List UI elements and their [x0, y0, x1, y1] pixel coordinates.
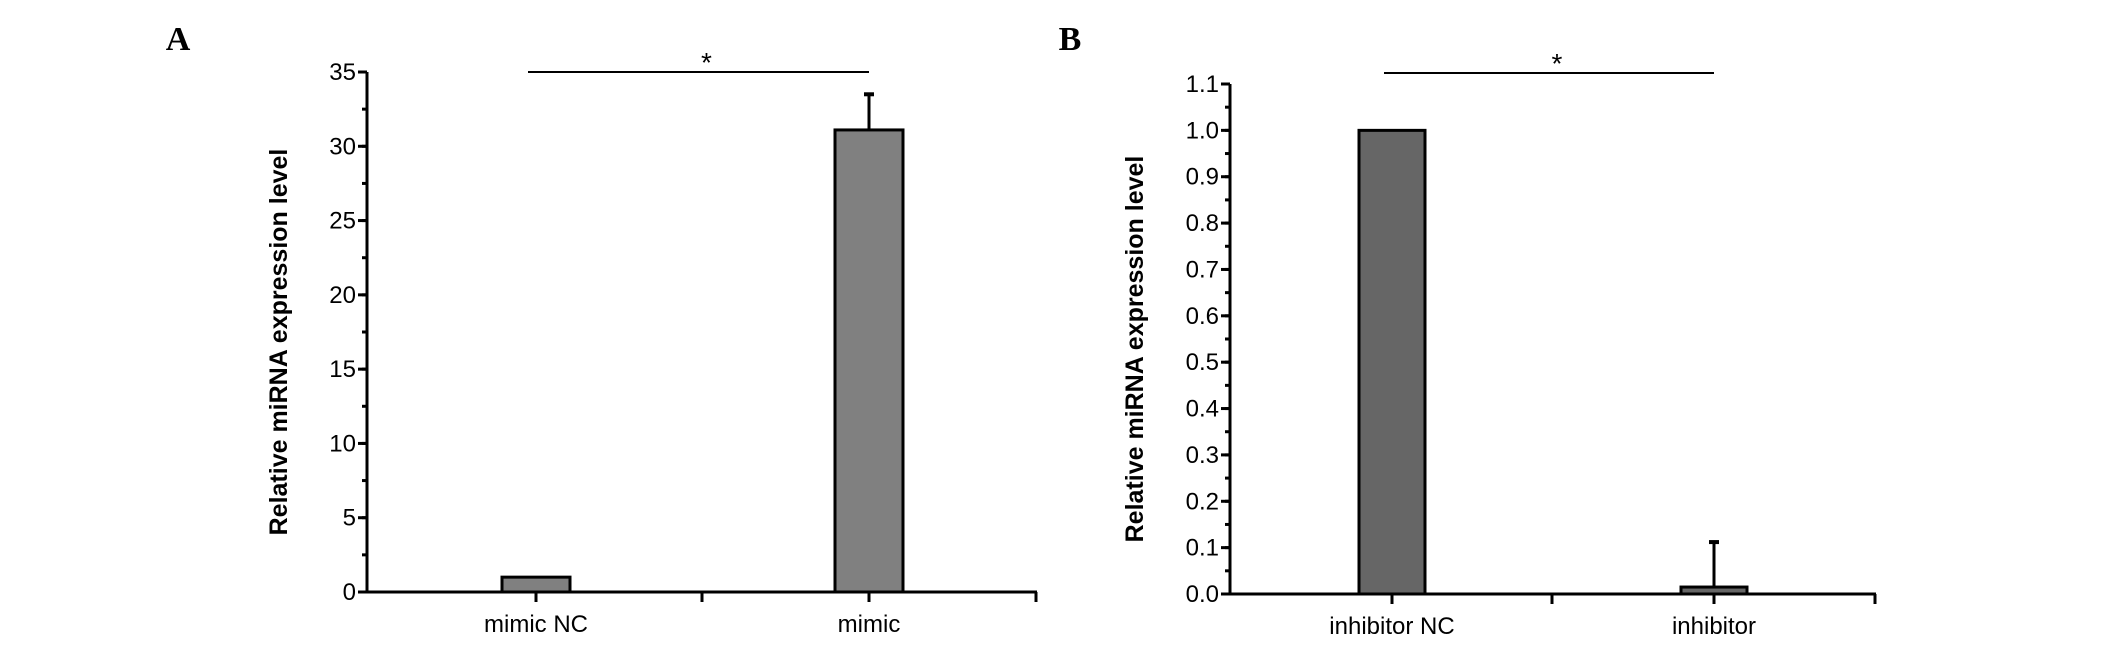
y-tick-label: 35: [329, 59, 356, 86]
chart-panel-a: A 0 5 10 15 20 25 30 35 mimic NC mimic Relative miR…: [166, 21, 1038, 638]
x-tick-label: mimic NC: [484, 611, 588, 638]
panel-label: B: [1059, 21, 1082, 58]
y-tick-label: 30: [329, 133, 356, 160]
y-tick-label: 10: [329, 430, 356, 457]
y-tick-label: 0.7: [1186, 256, 1219, 283]
panel-label: A: [166, 21, 191, 58]
y-tick-label: 1.1: [1186, 71, 1219, 98]
bar-mimic: [833, 128, 905, 594]
y-tick-label: 0.8: [1186, 210, 1219, 237]
x-tick-label: inhibitor NC: [1329, 613, 1454, 640]
y-tick-label: 5: [343, 505, 356, 532]
significance-star: *: [701, 47, 712, 78]
y-tick-label: 0.2: [1186, 488, 1219, 515]
y-tick-label: 20: [329, 282, 356, 309]
y-tick-label: 0: [343, 579, 356, 606]
y-tick-label: 0.0: [1186, 581, 1219, 608]
y-tick-label: 0.3: [1186, 442, 1219, 469]
y-axis-label: Relative miRNA expression level: [265, 149, 293, 536]
y-tick-label: 0.1: [1186, 535, 1219, 562]
bar-mimic-nc: [500, 575, 572, 594]
y-tick-label: 25: [329, 208, 356, 235]
significance-star: *: [1552, 48, 1563, 79]
y-tick-label: 1.0: [1186, 117, 1219, 144]
y-tick-label: 0.4: [1186, 396, 1219, 423]
x-tick-label: mimic: [838, 611, 901, 638]
y-tick-label: 0.6: [1186, 303, 1219, 330]
y-axis-label: Relative miRNA expression level: [1121, 156, 1149, 543]
y-tick-label: 0.5: [1186, 349, 1219, 376]
bar-inhibitor-nc: [1357, 128, 1427, 596]
x-tick-label: inhibitor: [1672, 613, 1756, 640]
y-tick-label: 0.9: [1186, 164, 1219, 191]
chart-panel-b: B 0.0 0.1 0.2 0.3 0.4 0.5 0.6 0.7 0.8 0.9 1.0 1.1 inh…: [1059, 21, 1877, 640]
y-tick-label: 15: [329, 356, 356, 383]
